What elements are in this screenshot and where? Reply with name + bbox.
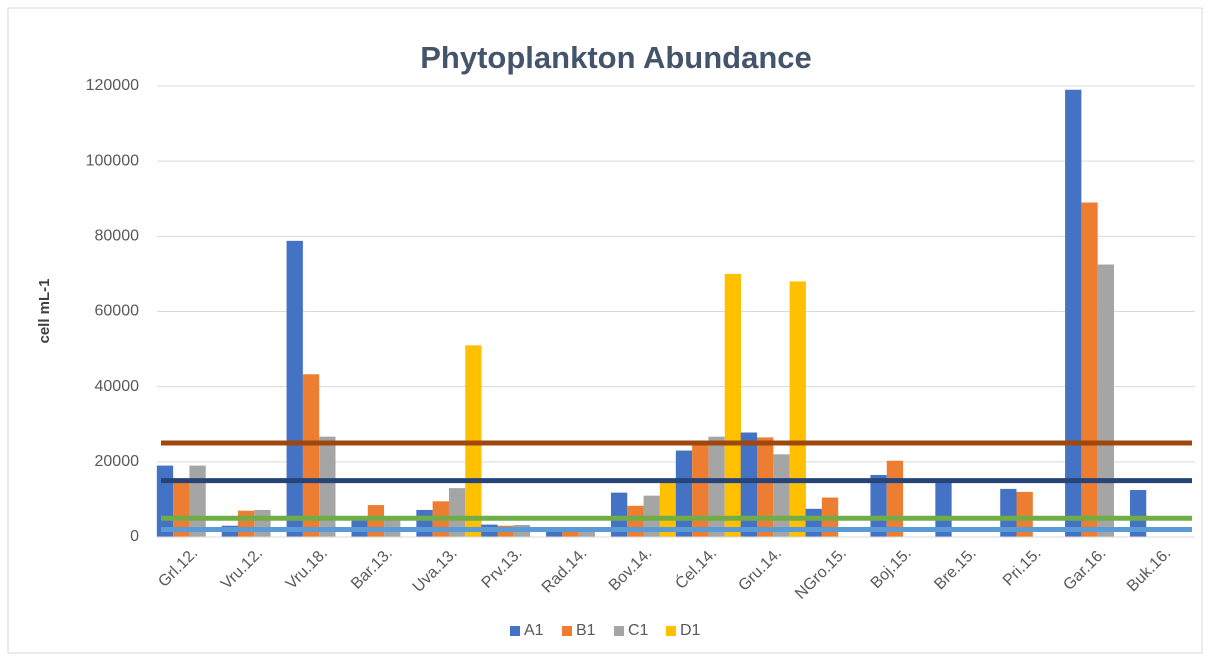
bar [610,492,628,537]
y-tick-label: 0 [130,528,139,545]
chart-frame [7,7,1203,654]
bar [659,482,677,537]
bar [1129,490,1147,537]
legend-label: D1 [680,622,701,639]
bar [789,281,806,537]
bar [935,478,952,537]
legend-label: C1 [628,622,649,639]
bar [238,510,255,537]
bar [302,374,320,537]
y-tick-label: 20000 [95,453,140,470]
bar [562,531,579,537]
bar [448,488,466,537]
legend-label: B1 [576,622,596,639]
bar [1081,202,1098,537]
bar [675,450,693,537]
legend-swatch [562,626,572,636]
legend-swatch [510,626,520,636]
bar [724,273,742,537]
bar [1097,264,1114,537]
y-tick-label: 40000 [95,378,140,395]
bar [546,531,563,537]
bar [1065,89,1082,537]
legend-label: A1 [524,622,544,639]
bar [870,474,887,537]
y-tick-label: 100000 [86,152,139,169]
bar [740,432,758,537]
bar [416,509,433,537]
bar [757,437,774,537]
y-tick-label: 80000 [95,228,140,245]
bar [189,465,206,537]
y-tick-label: 60000 [95,303,140,320]
bar [805,508,822,537]
bar [1000,488,1017,537]
bar [627,505,644,537]
bar [254,509,271,537]
bar [578,531,595,537]
chart-title: Phytoplankton Abundance [420,40,812,75]
legend-swatch [666,626,676,636]
y-tick-label: 120000 [86,77,139,94]
bar [1016,491,1033,537]
bar [773,454,790,537]
legend-swatch [614,626,624,636]
bar [286,240,303,538]
bar [367,505,385,537]
bar [886,460,904,537]
bar [319,436,336,537]
bar [173,482,190,537]
y-axis-label: cell mL-1 [36,278,53,343]
bar [708,436,725,537]
bar [692,441,709,537]
bar [156,465,174,537]
